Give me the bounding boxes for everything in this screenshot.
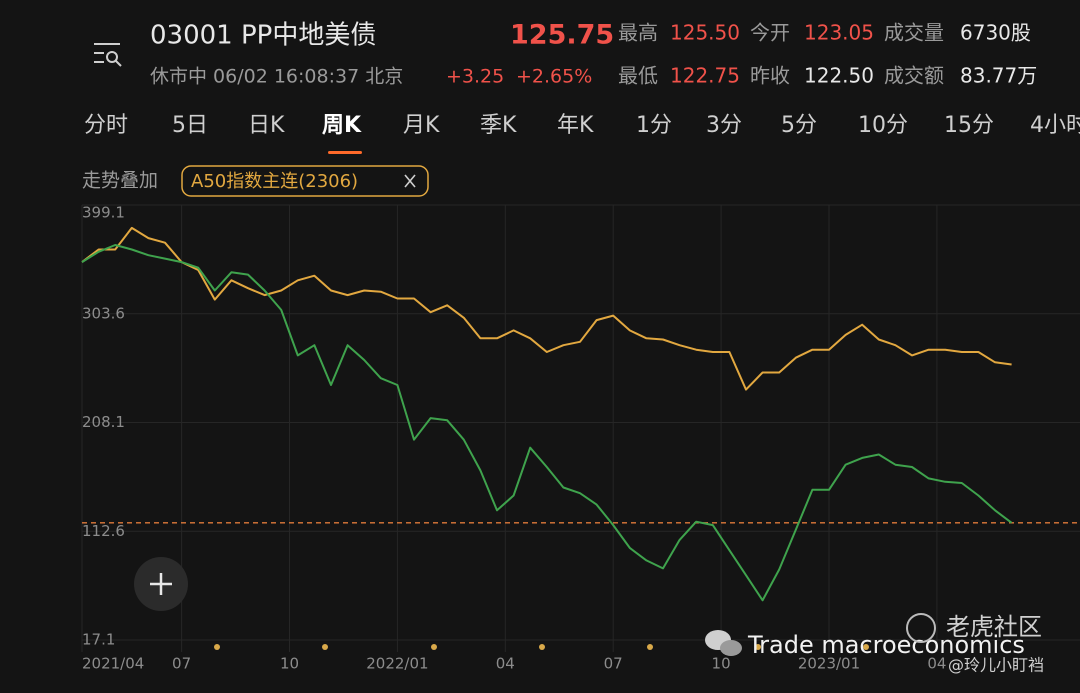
stat-label: 昨收 bbox=[750, 64, 790, 88]
x-tick-label: 10 bbox=[712, 655, 731, 673]
stat-label: 成交量 bbox=[884, 21, 944, 45]
series-line bbox=[81, 244, 1013, 602]
stat-label: 最高 bbox=[618, 21, 658, 45]
wechat-icon bbox=[705, 630, 742, 656]
x-tick-label: 2022/01 bbox=[366, 655, 428, 673]
stat-value: 6730股 bbox=[960, 21, 1031, 45]
y-tick-label: 112.6 bbox=[82, 522, 125, 540]
tab[interactable]: 月K bbox=[403, 113, 440, 138]
event-dots bbox=[214, 644, 869, 650]
menu-icon[interactable] bbox=[94, 43, 122, 67]
plot: 17.1 112.6 208.1 303.6 399.1 2021/04 07 10 2022/… bbox=[81, 204, 1080, 673]
tab[interactable]: 10分 bbox=[858, 113, 908, 138]
stat-label: 成交额 bbox=[884, 64, 944, 88]
tab[interactable]: 分时 bbox=[84, 113, 128, 138]
y-tick-label: 208.1 bbox=[82, 413, 125, 431]
x-tick-label: 04 bbox=[927, 655, 946, 673]
tab-underline bbox=[328, 151, 362, 154]
overlay-chip[interactable] bbox=[181, 165, 429, 197]
tab-bar: 分时 5日 日K 周K 月K 季K 年K 1分 3分 5分 10分 15分 4小时 bbox=[84, 113, 1080, 154]
stat-value: 122.75 bbox=[670, 64, 740, 88]
change: +3.25 bbox=[446, 66, 504, 88]
stat-label: 今开 bbox=[750, 21, 790, 45]
stat-label: 最低 bbox=[618, 64, 658, 88]
y-tick-label: 303.6 bbox=[82, 304, 125, 322]
y-tick-label: 399.1 bbox=[82, 204, 125, 222]
y-tick-label: 17.1 bbox=[82, 631, 115, 649]
tab[interactable]: 15分 bbox=[944, 113, 994, 138]
overlay-chip-label: A50指数主连(2306) bbox=[191, 171, 358, 192]
stat-value: 122.50 bbox=[804, 64, 874, 88]
watermark-community: 老虎社区 bbox=[946, 613, 1042, 641]
add-button[interactable] bbox=[134, 557, 188, 611]
stat-value: 123.05 bbox=[804, 21, 874, 45]
tab[interactable]: 5分 bbox=[781, 113, 817, 138]
status: 休市中 06/02 16:08:37 北京 bbox=[150, 66, 403, 88]
price: 125.75 bbox=[510, 20, 614, 51]
title: 03001 PP中地美债 bbox=[150, 21, 376, 51]
x-tick-label: 07 bbox=[172, 655, 191, 673]
watermark-user: @玲儿小盯裆 bbox=[948, 656, 1044, 675]
x-tick-label: 2023/01 bbox=[798, 655, 860, 673]
tab[interactable]: 季K bbox=[480, 113, 517, 138]
chip-close[interactable] bbox=[404, 174, 416, 188]
x-tick-label: 04 bbox=[496, 655, 515, 673]
x-tick-label: 07 bbox=[604, 655, 623, 673]
tab[interactable]: 周K bbox=[322, 113, 362, 138]
watermark-brand: Trade macroeconomics bbox=[747, 631, 1025, 659]
tab[interactable]: 3分 bbox=[706, 113, 742, 138]
overlay-label: 走势叠加 bbox=[82, 170, 158, 192]
tab[interactable]: 5日 bbox=[172, 113, 208, 138]
stat-value: 125.50 bbox=[670, 21, 740, 45]
tab[interactable]: 年K bbox=[557, 113, 594, 138]
tab[interactable]: 日K bbox=[248, 113, 285, 138]
x-tick-label: 10 bbox=[280, 655, 299, 673]
tab[interactable]: 1分 bbox=[636, 113, 672, 138]
series-line bbox=[81, 226, 1012, 391]
x-tick-label: 2021/04 bbox=[82, 655, 144, 673]
community-logo bbox=[906, 613, 936, 643]
stat-value: 83.77万 bbox=[960, 64, 1037, 88]
change-pct: +2.65% bbox=[516, 66, 592, 88]
tab[interactable]: 4小时 bbox=[1030, 113, 1080, 138]
